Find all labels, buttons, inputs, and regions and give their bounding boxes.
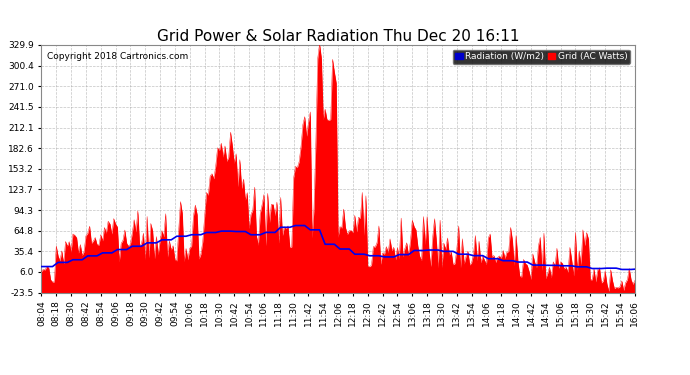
Title: Grid Power & Solar Radiation Thu Dec 20 16:11: Grid Power & Solar Radiation Thu Dec 20 … bbox=[157, 29, 520, 44]
Text: Copyright 2018 Cartronics.com: Copyright 2018 Cartronics.com bbox=[48, 53, 188, 62]
Legend: Radiation (W/m2), Grid (AC Watts): Radiation (W/m2), Grid (AC Watts) bbox=[453, 50, 630, 64]
